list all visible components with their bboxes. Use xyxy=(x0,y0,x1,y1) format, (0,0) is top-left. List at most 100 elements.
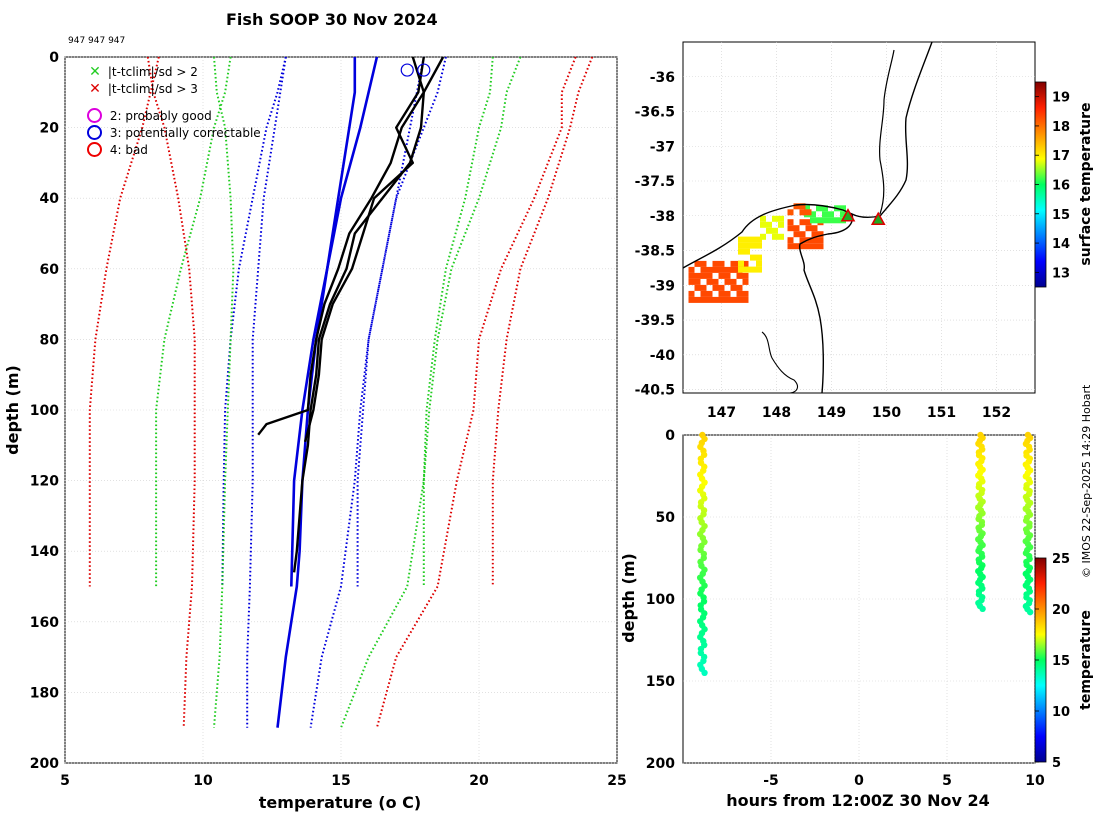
sst-cell xyxy=(817,243,824,250)
legend-label: |t-tclim|/sd > 3 xyxy=(107,82,198,96)
sst-cell xyxy=(730,296,737,303)
sst-cell xyxy=(828,217,834,224)
lat-tick-label: -38 xyxy=(650,209,675,225)
sst-cell xyxy=(700,260,707,267)
coastline-east xyxy=(851,41,933,219)
sst-cell xyxy=(718,290,725,297)
sst-cell xyxy=(694,284,701,291)
sst-colorbar-ticks: 13 14 15 16 17 18 19 xyxy=(1035,91,1070,281)
circle-marker-icon xyxy=(87,142,102,157)
x-tick-label: 5 xyxy=(60,773,70,789)
x-tick-label: 15 xyxy=(331,773,350,789)
lat-tick-label: -40 xyxy=(650,348,676,364)
sst-cell xyxy=(756,236,762,243)
sst-cell xyxy=(718,296,725,303)
sst-cell xyxy=(811,231,818,238)
sst-cell xyxy=(718,260,725,267)
sst-cell xyxy=(742,278,749,285)
sst-cell xyxy=(772,233,778,240)
sst-cell xyxy=(744,248,750,255)
sst-cell xyxy=(822,205,828,212)
sst-cell xyxy=(738,242,744,249)
colorbar-tick-label: 19 xyxy=(1052,91,1070,106)
sst-cell xyxy=(799,219,806,226)
sst-cell xyxy=(700,266,707,273)
sst-cell xyxy=(730,278,737,285)
sst-cell xyxy=(799,203,806,210)
lon-tick-label: 147 xyxy=(707,405,736,421)
climatology-line xyxy=(340,56,494,729)
sst-cell xyxy=(706,290,713,297)
sst-cell xyxy=(738,260,744,267)
sst-cell xyxy=(700,296,707,303)
sst-cell xyxy=(834,217,840,224)
sst-cell xyxy=(724,296,731,303)
sst-cell xyxy=(724,290,731,297)
colorbar-tick-label: 13 xyxy=(1052,266,1070,281)
legend-item-sd2: ✕ |t-tclim|/sd > 2 xyxy=(86,64,261,81)
lat-tick-label: -38.5 xyxy=(635,244,675,260)
sst-cell xyxy=(805,225,812,232)
y-tick-label: 200 xyxy=(30,756,59,772)
sst-cell xyxy=(810,211,816,218)
sst-cell xyxy=(742,272,749,279)
profile-xlabel: temperature (o C) xyxy=(259,793,421,812)
sst-cell xyxy=(750,254,756,261)
colorbar-tick-label: 20 xyxy=(1052,603,1070,618)
sst-cell xyxy=(756,242,762,249)
y-tick-label: 180 xyxy=(30,685,59,701)
depth-tick-label: 0 xyxy=(665,428,675,444)
colorbar-tick-label: 25 xyxy=(1052,552,1070,567)
sst-cell xyxy=(712,266,719,273)
profile-ylabel: depth (m) xyxy=(3,365,22,455)
hour-tick-label: -5 xyxy=(763,773,779,789)
legend: ✕ |t-tclim|/sd > 2 ✕ |t-tclim|/sd > 3 2:… xyxy=(86,64,261,159)
sst-cell xyxy=(793,231,800,238)
sst-cell xyxy=(730,266,737,273)
sst-cell xyxy=(822,217,828,224)
sst-cell xyxy=(805,243,812,250)
sst-cell xyxy=(799,209,806,216)
sst-cell xyxy=(688,266,695,273)
sst-cell xyxy=(750,266,756,273)
legend-label: |t-tclim|/sd > 2 xyxy=(107,65,198,79)
profile-line xyxy=(303,56,425,443)
sst-cell xyxy=(744,242,750,249)
coastline-bay xyxy=(878,49,895,215)
sst-cell xyxy=(744,266,750,273)
colorbar-tick-label: 15 xyxy=(1052,654,1070,669)
sst-cell xyxy=(724,272,731,279)
temperature-colorbar-label: temperature xyxy=(1078,610,1094,710)
legend-item-flag3: 3: potentially correctable xyxy=(86,125,261,142)
sst-cell xyxy=(694,296,701,303)
sst-cell xyxy=(811,225,818,232)
time-depth-series xyxy=(696,431,1034,676)
sst-cell xyxy=(760,215,766,222)
sst-cell xyxy=(694,278,701,285)
sst-cell xyxy=(742,260,749,267)
y-tick-label: 20 xyxy=(40,121,60,137)
colorbar-tick-label: 16 xyxy=(1052,179,1070,194)
profile-series xyxy=(88,56,594,729)
cast-point xyxy=(1026,608,1034,616)
profile-ticks: 5 10 15 20 25 0 20 40 60 80 100 120 140 160 180 200 xyxy=(30,50,627,789)
time-depth-xlabel: hours from 12:00Z 30 Nov 24 xyxy=(726,791,989,810)
legend-label: 4: bad xyxy=(109,143,148,157)
sst-cell xyxy=(718,272,725,279)
sst-cell xyxy=(772,227,778,234)
climatology-line xyxy=(155,56,232,587)
sst-cell xyxy=(736,284,743,291)
sst-cell xyxy=(742,296,749,303)
climatology-line xyxy=(356,56,447,587)
sst-cell xyxy=(738,266,744,273)
map-axes-box xyxy=(682,41,1036,394)
sst-cell xyxy=(828,211,834,218)
sst-cell xyxy=(688,296,695,303)
lat-tick-label: -39 xyxy=(650,278,675,294)
map-ticks: 147 148 149 150 151 152 -36 -36.5 -37 -37.5 -38 -38… xyxy=(635,70,1011,421)
sst-cell xyxy=(805,219,812,226)
hour-tick-label: 0 xyxy=(854,773,864,789)
x-marker-icon: ✕ xyxy=(89,81,101,97)
